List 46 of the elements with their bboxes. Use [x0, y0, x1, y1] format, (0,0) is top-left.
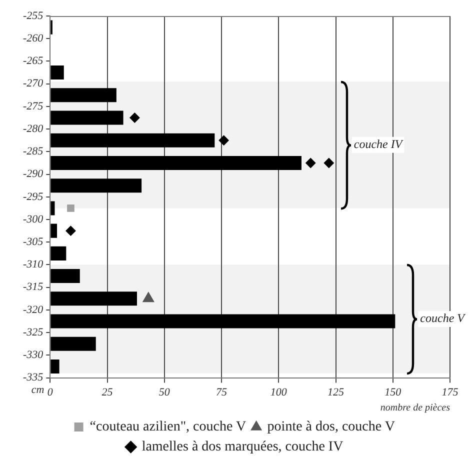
x-tick-label: 175	[442, 386, 459, 398]
y-tick-label: -290	[22, 168, 44, 180]
bar	[50, 224, 58, 238]
y-tick-label: -335	[22, 372, 44, 384]
y-tick-label: -285	[22, 146, 44, 158]
bar	[50, 359, 60, 374]
x-tick-label: 75	[216, 386, 228, 398]
bar	[50, 314, 396, 328]
y-tick-label: -330	[22, 349, 44, 362]
legend-label: pointe à dos, couche V	[267, 420, 395, 435]
bar	[50, 133, 215, 148]
y-tick-label: -280	[22, 122, 44, 135]
y-axis-title: cm	[31, 384, 44, 396]
bar	[50, 269, 80, 284]
x-tick-label: 50	[158, 386, 170, 398]
x-tick-label: 100	[270, 386, 288, 398]
bar	[50, 292, 137, 306]
y-tick-label: -315	[22, 281, 44, 294]
x-tick-label: 25	[102, 386, 114, 398]
bar	[50, 201, 55, 216]
band-label: couche V	[420, 311, 466, 326]
bar	[50, 88, 116, 102]
bar	[50, 156, 302, 170]
y-tick-label: -295	[22, 190, 44, 203]
y-tick-label: -270	[22, 78, 44, 90]
x-tick-label: 0	[47, 386, 54, 398]
bar	[50, 178, 142, 193]
legend-label: lamelles à dos marquées, couche IV	[142, 440, 344, 455]
y-tick-label: -275	[22, 100, 44, 112]
band-label: couche IV	[354, 137, 404, 152]
bar	[50, 66, 64, 80]
bar	[50, 110, 124, 125]
y-tick-label: -260	[22, 32, 44, 45]
bar	[50, 336, 96, 351]
x-axis-title: nombre de pièces	[380, 402, 450, 414]
y-tick-label: -265	[22, 55, 44, 68]
y-tick-label: -325	[22, 326, 44, 338]
y-tick-label: -320	[22, 304, 44, 316]
y-tick-label: -305	[22, 236, 44, 248]
y-tick-label: -300	[22, 213, 44, 226]
legend-label: “couteau azilien", couche V	[90, 420, 246, 435]
x-tick-label: 125	[328, 386, 345, 398]
y-tick-label: -255	[22, 10, 44, 22]
bar	[50, 246, 66, 260]
y-tick-label: -310	[22, 258, 44, 271]
x-tick-label: 150	[384, 386, 402, 398]
